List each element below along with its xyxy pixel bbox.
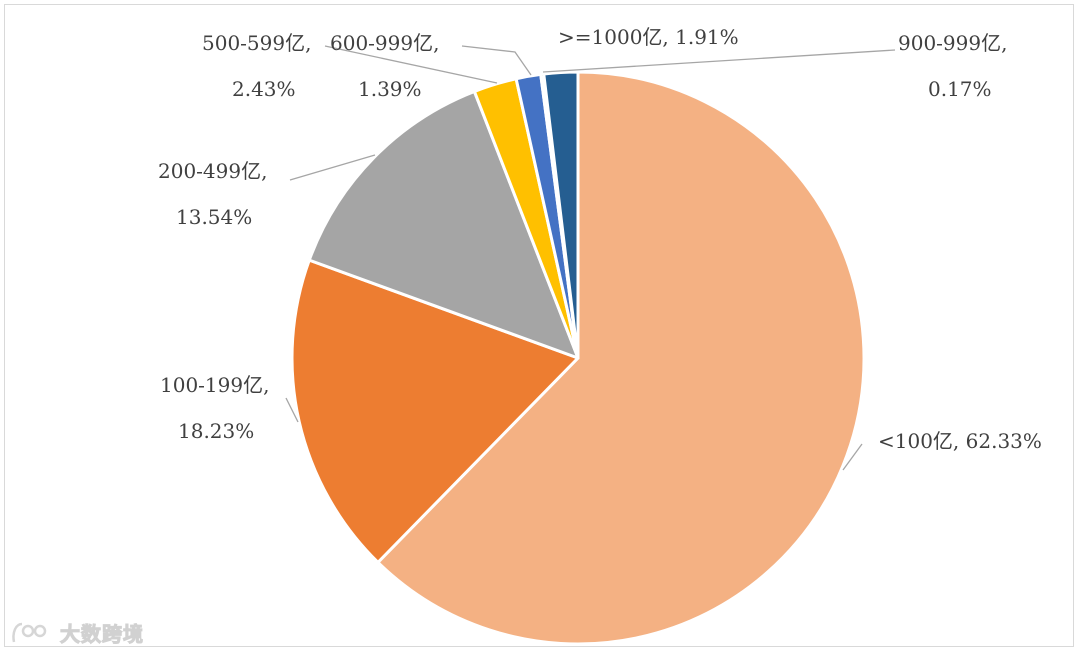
leader-lines bbox=[285, 45, 896, 471]
slice-value-4: 1.39% bbox=[358, 77, 422, 101]
slice-value-5: 0.17% bbox=[928, 77, 992, 101]
slice-label-3: 500-599亿, bbox=[202, 31, 311, 55]
pie-slice-6 bbox=[542, 70, 580, 360]
slice-label-6: >=1000亿, 1.91% bbox=[558, 25, 739, 49]
leader-line-4 bbox=[461, 45, 532, 76]
leader-line-2 bbox=[289, 154, 376, 181]
pie-slice-2 bbox=[307, 89, 580, 360]
slice-label-4: 600-999亿, bbox=[330, 31, 439, 55]
leader-line-5 bbox=[542, 49, 896, 73]
slice-label-1: 100-199亿, bbox=[160, 373, 269, 397]
slice-value-2: 13.54% bbox=[176, 205, 252, 229]
leader-line-1 bbox=[285, 397, 299, 423]
pie-slice-0 bbox=[376, 70, 866, 646]
leader-line-3 bbox=[324, 45, 498, 84]
slice-value-1: 18.23% bbox=[178, 419, 254, 443]
watermark: 大数跨境 bbox=[10, 618, 144, 647]
logo-icon bbox=[12, 622, 47, 642]
slice-value-3: 2.43% bbox=[232, 77, 296, 101]
slice-label-5: 900-999亿, bbox=[898, 31, 1007, 55]
watermark-text: 大数跨境 bbox=[60, 622, 144, 647]
slice-label-0: <100亿, 62.33% bbox=[878, 429, 1042, 453]
pie-slices bbox=[290, 70, 866, 646]
leader-line-0 bbox=[842, 443, 863, 471]
slice-labels: <100亿, 62.33% 100-199亿, 18.23% 200-499亿, 13.… bbox=[158, 25, 1042, 453]
slice-label-2: 200-499亿, bbox=[158, 159, 267, 183]
pie-slice-1 bbox=[290, 258, 580, 564]
